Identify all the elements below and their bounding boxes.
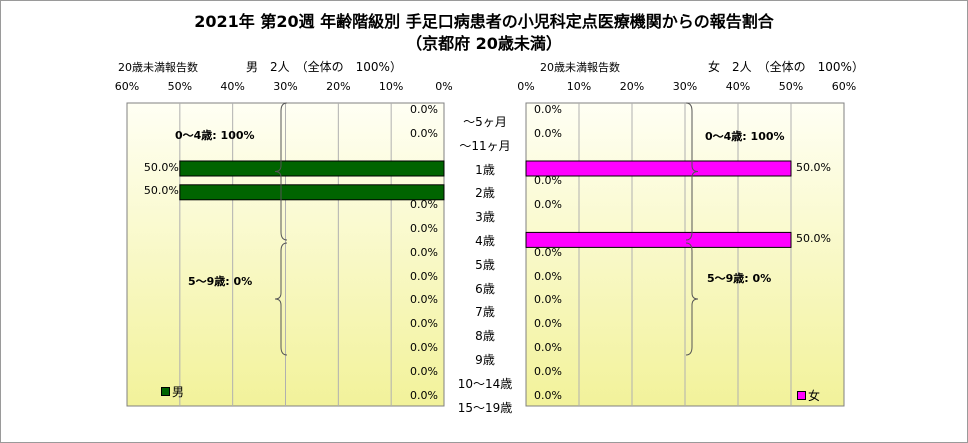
left-value-label: 0.0% [410, 340, 438, 354]
right-tick-label: 50% [778, 80, 804, 93]
right-value-label: 0.0% [534, 317, 562, 331]
right-header-total: 女 2人 （全体の 100%） [708, 60, 864, 74]
left-value-label: 0.0% [410, 293, 438, 307]
right-value-label: 50.0% [796, 231, 831, 245]
category-label: 7歳 [475, 305, 495, 320]
left-tick-label: 20% [326, 80, 351, 93]
category-label: ～11ヶ月 [459, 138, 511, 153]
right-annotation-0-4: 0～4歳: 100% [705, 130, 785, 143]
category-label: 10～14歳 [457, 376, 513, 391]
category-label: 3歳 [475, 210, 495, 225]
right-legend: 女 [797, 387, 820, 404]
chart-subtitle: （京都府 20歳未満） [406, 34, 562, 53]
left-legend: 男 [161, 383, 184, 400]
left-value-label: 0.0% [410, 245, 438, 259]
left-value-label: 0.0% [410, 126, 438, 140]
right-tick-label: 10% [566, 80, 592, 93]
right-value-label: 50.0% [796, 160, 831, 174]
category-label: 6歳 [475, 281, 495, 296]
left-tick-label: 40% [220, 80, 245, 93]
category-label: ～5ヶ月 [463, 115, 507, 129]
left-legend-swatch [161, 387, 170, 396]
left-tick-label: 60% [114, 80, 140, 93]
left-tick-label: 0% [435, 80, 453, 93]
left-annotation-0-4: 0～4歳: 100% [175, 129, 255, 142]
left-tick-label: 50% [167, 80, 193, 93]
left-annotation-5-9: 5～9歳: 0% [188, 275, 253, 288]
left-value-label: 0.0% [410, 102, 438, 116]
right-header-label: 20歳未満報告数 [540, 61, 620, 74]
category-label: 5歳 [475, 257, 495, 272]
right-value-label: 0.0% [534, 293, 562, 307]
left-legend-label: 男 [172, 385, 185, 399]
right-value-label: 0.0% [534, 174, 562, 188]
right-value-label: 0.0% [534, 198, 562, 212]
left-header-total: 男 2人 （全体の 100%） [246, 60, 402, 74]
category-label: 8歳 [475, 329, 495, 344]
right-value-label: 0.0% [534, 102, 562, 116]
right-tick-label: 0% [517, 80, 535, 93]
right-legend-swatch [797, 391, 806, 400]
chart-title: 2021年 第20週 年齢階級別 手足口病患者の小児科定点医療機関からの報告割合 [194, 12, 774, 31]
left-brace-5-9 [274, 242, 288, 356]
right-bar [525, 231, 792, 248]
left-value-label: 0.0% [410, 269, 438, 283]
right-value-label: 0.0% [534, 269, 562, 283]
left-value-label: 0.0% [410, 364, 438, 378]
right-legend-label: 女 [808, 389, 821, 403]
right-brace-0-4 [685, 102, 699, 241]
category-label: 4歳 [475, 234, 495, 248]
left-header-label: 20歳未満報告数 [118, 61, 198, 74]
left-value-label: 0.0% [410, 221, 438, 235]
right-tick-label: 30% [672, 80, 698, 93]
category-label: 1歳 [475, 162, 495, 177]
right-brace-5-9 [685, 242, 699, 356]
category-label: 2歳 [475, 186, 495, 201]
left-bar [179, 160, 445, 177]
right-tick-label: 60% [831, 80, 857, 93]
right-annotation-5-9: 5～9歳: 0% [707, 272, 772, 285]
right-bar [525, 160, 792, 177]
left-value-label: 50.0% [143, 184, 179, 198]
left-value-label: 0.0% [410, 198, 438, 212]
left-tick-label: 30% [273, 80, 298, 93]
left-value-label: 50.0% [143, 160, 179, 174]
left-value-label: 0.0% [410, 317, 438, 331]
left-value-label: 0.0% [410, 388, 438, 402]
right-tick-label: 40% [725, 80, 751, 93]
right-value-label: 0.0% [534, 340, 562, 354]
right-value-label: 0.0% [534, 388, 562, 402]
right-value-label: 0.0% [534, 126, 562, 140]
category-label: 9歳 [475, 353, 495, 367]
left-tick-label: 10% [378, 80, 404, 93]
category-label: 15～19歳 [457, 400, 513, 415]
left-bar [179, 184, 445, 201]
right-value-label: 0.0% [534, 364, 562, 378]
right-tick-label: 20% [619, 80, 645, 93]
left-brace-0-4 [274, 102, 288, 241]
right-value-label: 0.0% [534, 245, 562, 259]
